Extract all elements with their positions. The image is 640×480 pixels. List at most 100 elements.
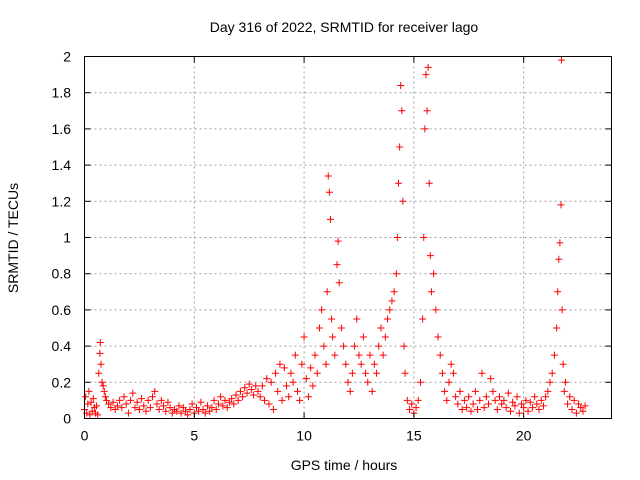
data-point [146, 404, 154, 412]
data-point [300, 333, 308, 341]
data-point [364, 378, 372, 386]
data-point [118, 404, 126, 412]
data-point [293, 387, 301, 395]
data-point [315, 324, 323, 332]
data-point [201, 409, 209, 417]
data-point [480, 404, 488, 412]
data-point [393, 234, 401, 241]
data-point [377, 324, 385, 332]
x-tick-label: 10 [296, 428, 312, 444]
data-point [542, 393, 550, 401]
data-point [97, 360, 105, 368]
data-point [122, 400, 130, 408]
data-point [555, 255, 563, 263]
y-tick-label: 1.6 [52, 121, 72, 137]
data-point [184, 411, 192, 419]
data-point [138, 395, 146, 403]
data-point [89, 395, 97, 403]
data-point [554, 288, 562, 296]
data-point [531, 393, 539, 401]
data-point [570, 396, 578, 404]
data-point [151, 387, 159, 395]
data-point [267, 378, 275, 386]
data-point [324, 172, 332, 180]
data-point [454, 400, 462, 408]
data-point [298, 360, 306, 368]
data-point [478, 369, 486, 377]
data-point [329, 333, 337, 341]
data-point [93, 402, 101, 410]
data-point [340, 342, 348, 350]
y-tick-label: 0.4 [52, 338, 72, 354]
data-point [524, 407, 532, 415]
data-point [427, 288, 435, 296]
x-tick-label: 5 [190, 428, 198, 444]
data-point [133, 398, 141, 406]
data-point [228, 395, 236, 403]
data-point [99, 382, 107, 390]
data-point [320, 342, 328, 350]
data-point [346, 387, 354, 395]
data-point [307, 364, 315, 372]
x-tick-label: 15 [406, 428, 422, 444]
data-point [175, 402, 183, 410]
data-point [236, 387, 244, 395]
data-point [173, 407, 181, 415]
data-point [430, 270, 438, 278]
data-point [102, 396, 110, 404]
data-point [254, 387, 262, 395]
data-point [95, 369, 103, 377]
data-point [395, 179, 403, 187]
data-point [239, 393, 247, 401]
data-point [414, 396, 422, 404]
data-point [491, 396, 499, 404]
data-point [188, 400, 196, 408]
data-point [272, 369, 280, 377]
x-tick-label: 0 [81, 428, 89, 444]
data-point [101, 393, 109, 401]
y-tick-label: 1.4 [52, 157, 72, 173]
data-point [302, 375, 310, 383]
y-tick-label: 1.2 [52, 193, 72, 209]
data-point [85, 387, 93, 395]
data-point [334, 237, 342, 245]
data-point [577, 404, 585, 412]
data-point [94, 411, 102, 419]
data-point [422, 71, 430, 79]
data-point [221, 396, 229, 404]
data-point [509, 398, 517, 406]
data-point [177, 409, 185, 417]
data-point [131, 404, 139, 412]
data-point [124, 409, 132, 417]
data-point [557, 56, 565, 64]
data-point [384, 315, 392, 323]
data-point [230, 400, 238, 408]
data-point [533, 400, 541, 408]
data-point [489, 387, 497, 395]
data-points [81, 56, 589, 419]
data-point [443, 396, 451, 404]
data-point [362, 369, 370, 377]
data-point [506, 407, 514, 415]
data-point [265, 400, 273, 408]
data-point [504, 389, 512, 397]
data-point [368, 387, 376, 395]
data-point [566, 393, 574, 401]
data-point [217, 393, 225, 401]
data-point [328, 315, 336, 323]
y-tick-label: 1.8 [52, 85, 72, 101]
data-point [333, 261, 341, 269]
data-point [325, 188, 333, 196]
data-point [465, 393, 473, 401]
data-point [322, 360, 330, 368]
data-point [261, 396, 269, 404]
data-point [348, 369, 356, 377]
data-point [87, 398, 95, 406]
data-point [511, 402, 519, 410]
data-point [105, 400, 113, 408]
data-point [400, 342, 408, 350]
data-point [245, 380, 253, 388]
data-point [420, 234, 428, 241]
data-point [252, 382, 260, 390]
data-point [116, 396, 124, 404]
